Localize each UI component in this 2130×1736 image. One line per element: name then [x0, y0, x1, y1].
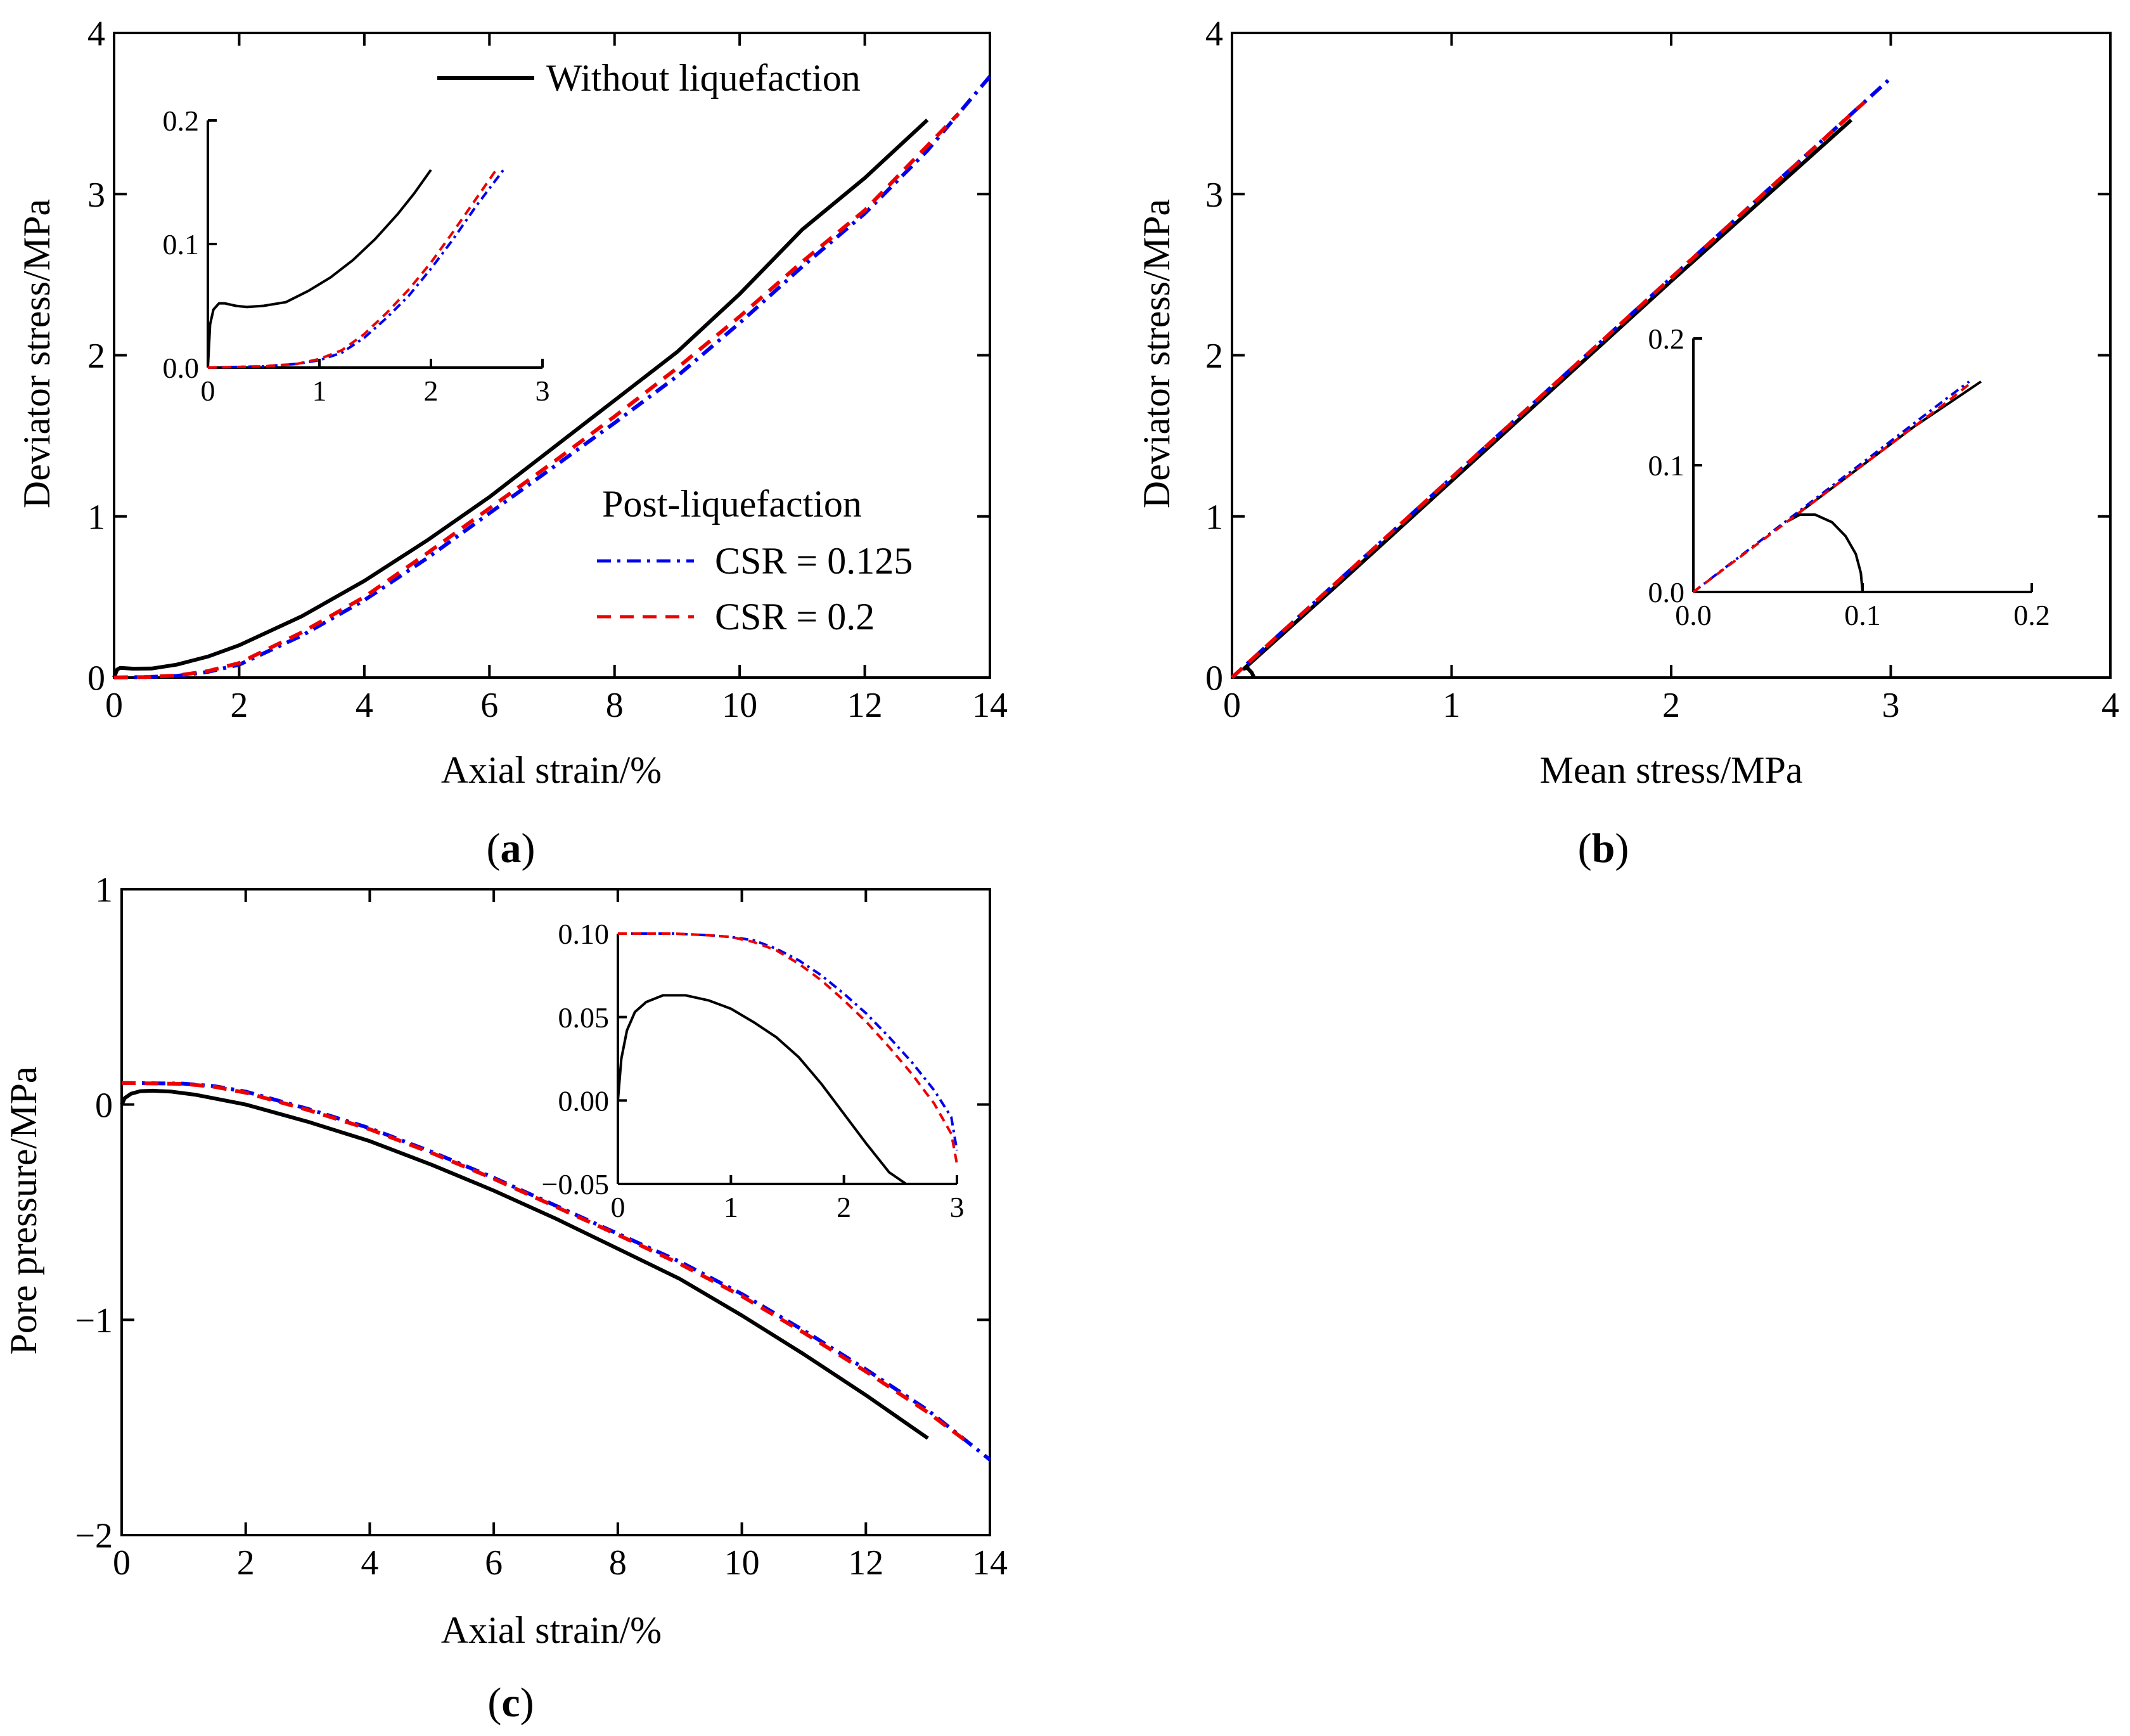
x-tick-label: 3	[536, 375, 550, 407]
x-tick-label: 0.0	[1675, 599, 1712, 631]
panel-label-a: (a)	[487, 825, 536, 871]
x-tick-label: 1	[312, 375, 327, 407]
x-tick-label: 2	[424, 375, 439, 407]
y-tick-label: 0.2	[163, 105, 200, 137]
x-tick-label: 0	[611, 1191, 626, 1223]
inset-series-line-without	[1787, 380, 1982, 593]
inset-series-line-csr125	[207, 169, 504, 369]
y-tick-label: 3	[87, 176, 105, 215]
inset-series-line-csr125	[618, 932, 958, 1151]
y-axis-title: Pore pressure/MPa	[3, 1067, 44, 1355]
x-tick-label: 0.1	[1844, 599, 1881, 631]
y-tick-label: 2	[1205, 337, 1223, 376]
y-tick-label: 3	[1205, 176, 1223, 215]
inset-series-line-without	[617, 994, 907, 1185]
y-tick-label: 4	[1205, 15, 1223, 54]
series-line-csr125	[113, 75, 992, 679]
y-axis-title: Deviator stress/MPa	[16, 199, 58, 508]
x-tick-label: 12	[848, 1543, 883, 1583]
y-tick-label: 1	[1205, 498, 1223, 537]
x-tick-label: 4	[2101, 686, 2119, 725]
panel-label-b: (b)	[1578, 825, 1629, 871]
inset-series-line-csr2	[207, 166, 499, 369]
y-tick-label: 0	[1205, 659, 1223, 698]
y-tick-label: 0.2	[1648, 323, 1685, 355]
x-tick-label: 4	[361, 1543, 378, 1583]
series-line-csr2	[1230, 101, 1866, 679]
x-tick-label: 4	[356, 686, 373, 725]
y-tick-label: 0	[95, 1086, 113, 1125]
x-tick-label: 2	[1662, 686, 1680, 725]
y-tick-label: −0.05	[542, 1168, 609, 1200]
inset-series-line-csr2	[1692, 380, 1973, 593]
x-tick-label: 0	[113, 1543, 131, 1583]
x-tick-label: 8	[609, 1543, 627, 1583]
x-tick-label: 14	[972, 686, 1008, 725]
inset-chart-a: 0 1 2 3 0.0 0.1 0.2	[163, 105, 550, 407]
x-tick-label: 0	[201, 375, 215, 407]
y-tick-label: 0.0	[163, 352, 200, 384]
x-tick-label: 12	[847, 686, 883, 725]
y-tick-label: 0.1	[1648, 449, 1685, 482]
x-axis-title: Axial strain/%	[441, 749, 662, 791]
x-tick-label: 10	[724, 1543, 760, 1583]
series-line-csr2	[113, 112, 960, 679]
x-tick-label: 6	[485, 1543, 503, 1583]
inset-chart-c: 0 1 2 3 −0.05 0.00 0.05 0.10	[542, 918, 965, 1223]
x-tick-label: 10	[722, 686, 757, 725]
y-tick-label: 2	[87, 337, 105, 376]
x-tick-label: 0.2	[2013, 599, 2050, 631]
plot-frame	[120, 888, 991, 1536]
y-tick-label: 0.00	[558, 1084, 610, 1117]
legend-label-csr125: CSR = 0.125	[715, 540, 913, 582]
y-tick-label: −2	[75, 1517, 113, 1556]
inset-series-line-without	[207, 169, 432, 368]
x-tick-label: 2	[237, 1543, 255, 1583]
panel-label-c: (c)	[487, 1680, 534, 1726]
x-axis-title: Axial strain/%	[441, 1609, 662, 1651]
legend-label-csr2: CSR = 0.2	[715, 596, 875, 638]
y-tick-label: −1	[75, 1301, 113, 1341]
x-tick-label: 0	[105, 686, 123, 725]
inset-series-line-csr125	[1692, 380, 1970, 593]
x-tick-label: 3	[1882, 686, 1900, 725]
series-line-csr2	[121, 1081, 966, 1442]
x-tick-label: 3	[950, 1191, 965, 1223]
y-tick-label: 0.10	[558, 918, 610, 950]
series-line-without	[1242, 119, 1853, 679]
inset-series-line-csr2	[618, 932, 958, 1164]
inset-chart-b: 0.0 0.1 0.2 0.0 0.1 0.2	[1648, 323, 2050, 631]
x-tick-label: 1	[1443, 686, 1461, 725]
x-tick-label: 6	[480, 686, 498, 725]
x-axis-title: Mean stress/MPa	[1540, 749, 1803, 791]
y-tick-label: 0.0	[1648, 576, 1685, 608]
x-tick-label: 1	[724, 1191, 738, 1223]
x-tick-label: 2	[837, 1191, 851, 1223]
x-tick-label: 14	[972, 1543, 1008, 1583]
x-tick-label: 2	[230, 686, 248, 725]
x-tick-label: 8	[606, 686, 624, 725]
series-line-csr125	[121, 1081, 991, 1462]
y-tick-label: 4	[87, 15, 105, 54]
y-axis-title: Deviator stress/MPa	[1136, 199, 1177, 508]
legend-label-without: Without liquefaction	[546, 57, 861, 99]
chart-panel-b: 0 1 2 3 4 0 1 2 3 4 Mean stress/MPa Deviator stress…	[1136, 15, 2119, 791]
legend: Without liquefaction Post-liquefaction C…	[437, 57, 913, 638]
x-tick-label: 0	[1223, 686, 1241, 725]
y-tick-label: 0.05	[558, 1001, 610, 1034]
series-line-without	[112, 119, 929, 679]
y-tick-label: 1	[95, 871, 113, 910]
legend-title-post: Post-liquefaction	[602, 483, 862, 525]
y-tick-label: 0	[87, 659, 105, 698]
series-line-without	[120, 1088, 929, 1440]
y-tick-label: 0.1	[163, 228, 200, 260]
y-tick-label: 1	[87, 498, 105, 537]
